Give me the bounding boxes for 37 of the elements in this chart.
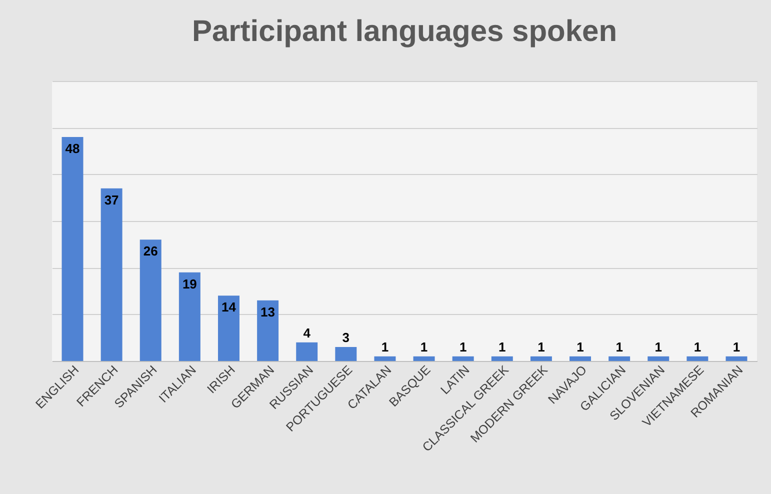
data-label: 1 bbox=[576, 339, 584, 354]
bar bbox=[140, 240, 162, 361]
chart-title: Participant languages spoken bbox=[192, 15, 618, 48]
bar bbox=[178, 272, 200, 361]
data-label: 1 bbox=[538, 339, 545, 354]
bar bbox=[296, 342, 318, 361]
bar bbox=[491, 356, 513, 361]
data-label: 3 bbox=[342, 330, 350, 345]
bar bbox=[648, 356, 670, 361]
data-label: 4 bbox=[303, 325, 312, 340]
bar bbox=[413, 356, 435, 361]
data-label: 1 bbox=[381, 339, 389, 354]
bar bbox=[452, 356, 474, 361]
data-label: 26 bbox=[143, 244, 158, 259]
bar bbox=[218, 296, 240, 361]
bar bbox=[726, 356, 748, 361]
bar bbox=[608, 356, 630, 361]
bar bbox=[530, 356, 552, 361]
bar bbox=[257, 300, 279, 361]
data-label: 1 bbox=[459, 339, 467, 354]
bar bbox=[374, 356, 396, 361]
data-label: 48 bbox=[65, 141, 80, 156]
data-label: 1 bbox=[616, 339, 623, 354]
data-label: 37 bbox=[104, 192, 119, 208]
bar bbox=[335, 347, 357, 361]
data-label: 1 bbox=[732, 339, 740, 354]
data-label: 1 bbox=[654, 339, 662, 354]
bar bbox=[100, 188, 122, 361]
data-label: 1 bbox=[694, 339, 702, 354]
data-label: 14 bbox=[222, 300, 237, 315]
bar bbox=[686, 356, 708, 361]
bar bbox=[62, 137, 84, 361]
data-label: 1 bbox=[420, 339, 428, 354]
data-label: 19 bbox=[182, 276, 197, 292]
data-label: 1 bbox=[498, 339, 506, 354]
data-label: 13 bbox=[260, 304, 276, 320]
bar bbox=[570, 356, 592, 361]
